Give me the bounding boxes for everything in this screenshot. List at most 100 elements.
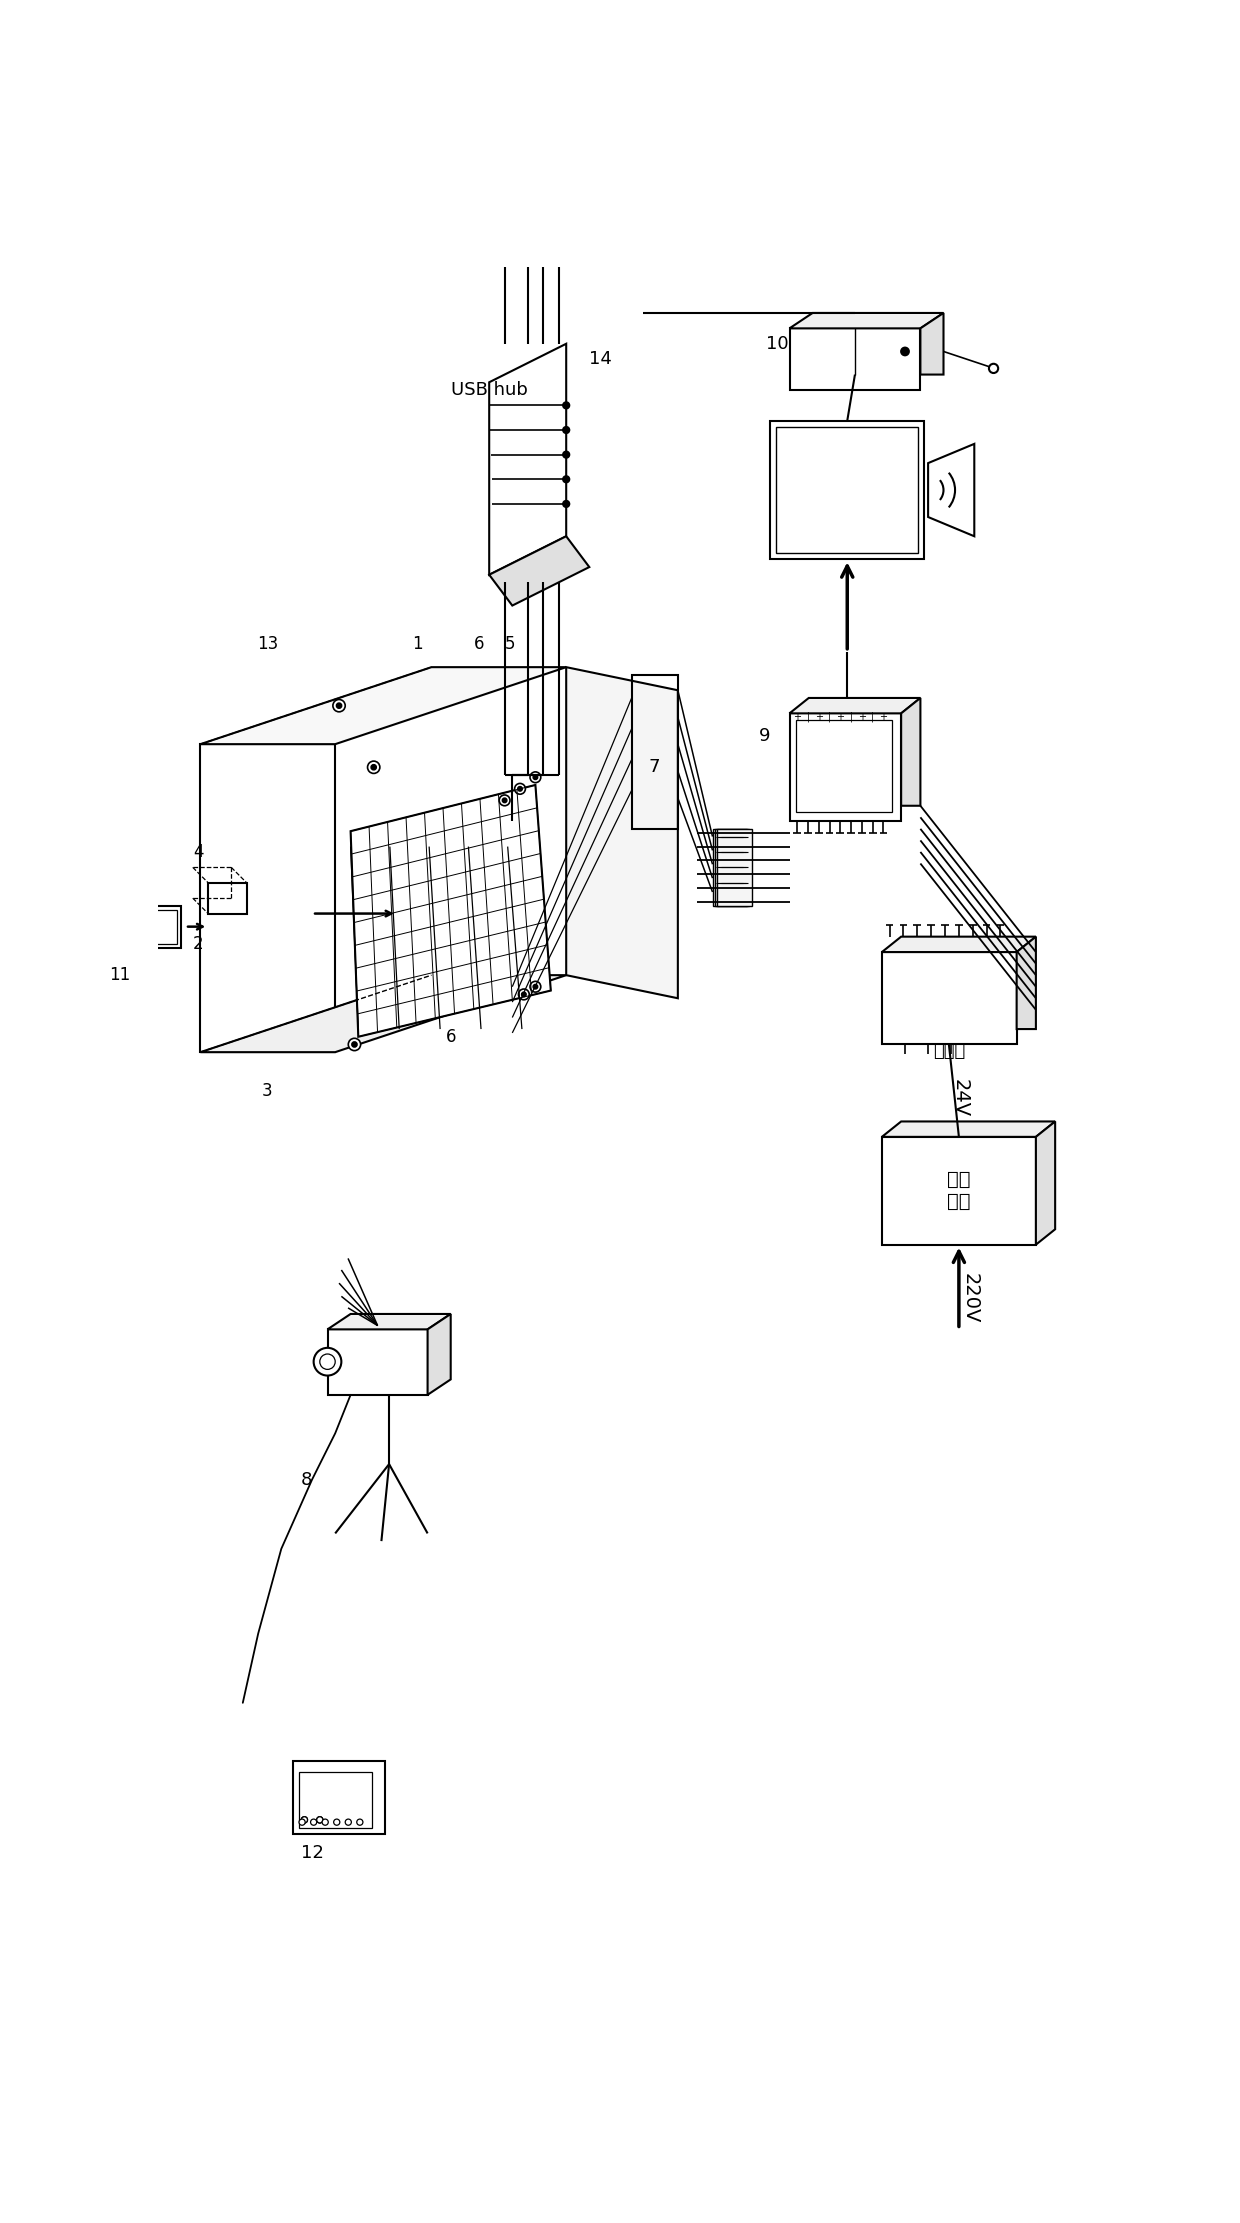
- Bar: [717, 829, 751, 905]
- Circle shape: [348, 1038, 361, 1051]
- Bar: [631, 676, 678, 829]
- Polygon shape: [790, 313, 944, 329]
- Polygon shape: [901, 698, 920, 805]
- Bar: [882, 951, 1017, 1045]
- Polygon shape: [790, 698, 920, 714]
- Circle shape: [299, 1818, 305, 1825]
- Circle shape: [320, 1354, 335, 1369]
- Circle shape: [322, 1818, 329, 1825]
- Text: 12: 12: [300, 1843, 324, 1863]
- Bar: [131, 905, 181, 949]
- Circle shape: [517, 787, 522, 791]
- Text: USB hub: USB hub: [450, 380, 527, 398]
- Text: 220V: 220V: [961, 1274, 980, 1323]
- Text: 2: 2: [192, 936, 203, 954]
- Bar: [713, 829, 748, 905]
- Circle shape: [529, 980, 541, 991]
- Text: +: +: [815, 711, 823, 722]
- Bar: [714, 829, 749, 905]
- Circle shape: [522, 991, 526, 996]
- Text: 9: 9: [759, 727, 770, 745]
- Polygon shape: [351, 785, 551, 1036]
- Text: |: |: [870, 711, 874, 722]
- Text: 6: 6: [474, 636, 485, 654]
- Text: |: |: [849, 711, 853, 722]
- Bar: [790, 329, 920, 389]
- Polygon shape: [201, 976, 567, 1051]
- Circle shape: [533, 985, 538, 989]
- Circle shape: [990, 365, 998, 373]
- Polygon shape: [1017, 936, 1035, 1029]
- Circle shape: [367, 760, 379, 774]
- Text: 1: 1: [412, 636, 423, 654]
- Text: 3: 3: [262, 1083, 273, 1100]
- Polygon shape: [490, 345, 567, 576]
- Text: 6: 6: [445, 1027, 456, 1045]
- Circle shape: [563, 427, 569, 433]
- Circle shape: [316, 1816, 322, 1823]
- Circle shape: [518, 989, 529, 1000]
- Polygon shape: [882, 936, 1035, 951]
- Polygon shape: [490, 536, 589, 605]
- Bar: [770, 420, 924, 560]
- Text: 分配器: 分配器: [932, 1043, 965, 1060]
- Text: 7: 7: [649, 758, 661, 776]
- Bar: [790, 714, 901, 820]
- Bar: [796, 720, 892, 811]
- Text: 10: 10: [766, 336, 789, 353]
- Polygon shape: [920, 313, 944, 373]
- Circle shape: [502, 798, 507, 803]
- Polygon shape: [201, 667, 567, 745]
- Bar: [208, 883, 247, 914]
- Circle shape: [310, 1818, 316, 1825]
- Bar: [327, 1329, 428, 1394]
- Circle shape: [352, 1043, 357, 1047]
- Text: 14: 14: [589, 351, 613, 369]
- Circle shape: [563, 451, 569, 458]
- Circle shape: [301, 1816, 308, 1823]
- Circle shape: [563, 500, 569, 507]
- Text: 24V: 24V: [951, 1080, 970, 1118]
- Bar: [135, 911, 176, 943]
- Polygon shape: [428, 1314, 450, 1394]
- Bar: [882, 1136, 1035, 1245]
- Circle shape: [332, 700, 345, 711]
- Circle shape: [500, 796, 510, 805]
- Bar: [201, 745, 335, 1051]
- Text: +: +: [858, 711, 866, 722]
- Text: 5: 5: [505, 636, 515, 654]
- Circle shape: [314, 1347, 341, 1376]
- Text: +: +: [879, 711, 888, 722]
- Circle shape: [563, 476, 569, 482]
- Circle shape: [301, 1816, 308, 1823]
- Circle shape: [337, 702, 341, 707]
- Circle shape: [334, 1818, 340, 1825]
- Text: 11: 11: [109, 967, 130, 985]
- Circle shape: [563, 402, 569, 409]
- Text: 恒流
电源: 恒流 电源: [947, 1169, 971, 1212]
- Circle shape: [316, 1816, 322, 1823]
- Text: |: |: [806, 711, 810, 722]
- Polygon shape: [1035, 1120, 1055, 1245]
- Bar: [299, 1772, 372, 1827]
- Text: 8: 8: [301, 1469, 312, 1489]
- Polygon shape: [928, 445, 975, 536]
- Text: 13: 13: [257, 636, 278, 654]
- Polygon shape: [327, 1314, 450, 1329]
- Polygon shape: [567, 667, 678, 998]
- Circle shape: [316, 1816, 322, 1823]
- Circle shape: [529, 771, 541, 782]
- Circle shape: [357, 1818, 363, 1825]
- Circle shape: [301, 1816, 308, 1823]
- Circle shape: [345, 1818, 351, 1825]
- Circle shape: [533, 776, 538, 780]
- Text: +: +: [836, 711, 844, 722]
- Polygon shape: [882, 1120, 1055, 1136]
- Circle shape: [515, 782, 526, 794]
- Circle shape: [901, 347, 909, 356]
- Bar: [776, 427, 918, 554]
- Bar: [293, 1761, 386, 1834]
- Text: |: |: [828, 711, 831, 722]
- Text: +: +: [794, 711, 801, 722]
- Circle shape: [372, 765, 376, 769]
